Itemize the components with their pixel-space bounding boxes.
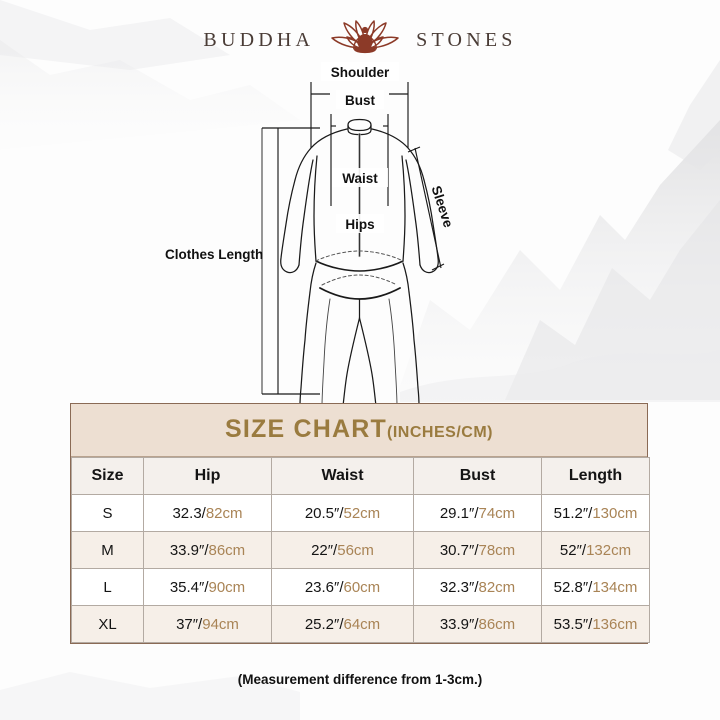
table-row: XL 37″/94cm 25.2″/64cm 33.9″/86cm 53.5″/… (71, 605, 650, 643)
cell-hip: 37″/94cm (143, 605, 272, 643)
brand-word-left: BUDDHA (203, 28, 315, 51)
cell-length: 53.5″/136cm (541, 605, 650, 643)
brand-word-right: STONES (416, 28, 517, 51)
table-header-row: Size Hip Waist Bust Length (71, 457, 650, 495)
cell-size: M (71, 531, 144, 569)
cell-length: 51.2″/130cm (541, 494, 650, 532)
table-row: S 32.3/82cm 20.5″/52cm 29.1″/74cm 51.2″/… (71, 494, 650, 532)
table-row: L 35.4″/90cm 23.6″/60cm 32.3″/82cm 52.8″… (71, 568, 650, 606)
body-measurement-diagram: Shoulder Bust Waist Hips Sleeve Clothes … (0, 56, 720, 406)
cell-bust: 33.9″/86cm (413, 605, 542, 643)
cell-hip: 35.4″/90cm (143, 568, 272, 606)
cell-waist: 25.2″/64cm (271, 605, 414, 643)
cell-bust: 32.3″/82cm (413, 568, 542, 606)
size-chart-title-unit: (INCHES/CM) (387, 424, 493, 441)
table-row: M 33.9″/86cm 22″/56cm 30.7″/78cm 52″/132… (71, 531, 650, 569)
size-chart-table: SIZE CHART(INCHES/CM) Size Hip Waist Bus… (70, 403, 650, 644)
cell-hip: 32.3/82cm (143, 494, 272, 532)
cell-length: 52.8″/134cm (541, 568, 650, 606)
measurement-footnote: (Measurement difference from 1-3cm.) (237, 672, 483, 687)
size-chart-title: SIZE CHART(INCHES/CM) (71, 404, 647, 457)
cell-waist: 23.6″/60cm (271, 568, 414, 606)
cell-size: XL (71, 605, 144, 643)
cell-size: S (71, 494, 144, 532)
column-header-hip: Hip (143, 457, 272, 495)
lotus-meditation-logo-icon (331, 20, 399, 54)
diagram-label-shoulder: Shoulder (331, 65, 390, 80)
cell-waist: 22″/56cm (271, 531, 414, 569)
cell-hip: 33.9″/86cm (143, 531, 272, 569)
cell-bust: 30.7″/78cm (413, 531, 542, 569)
diagram-label-waist: Waist (342, 171, 378, 186)
cell-size: L (71, 568, 144, 606)
diagram-label-hips: Hips (345, 217, 374, 232)
size-chart-title-main: SIZE CHART (225, 415, 388, 443)
column-header-bust: Bust (413, 457, 542, 495)
diagram-label-bust: Bust (345, 93, 376, 108)
cell-length: 52″/132cm (541, 531, 650, 569)
diagram-label-clothes-length: Clothes Length (165, 247, 263, 262)
cell-waist: 20.5″/52cm (271, 494, 414, 532)
column-header-size: Size (71, 457, 144, 495)
column-header-length: Length (541, 457, 650, 495)
measurements-table: Size Hip Waist Bust Length S 32.3/82cm 2… (71, 457, 650, 643)
brand-logo: BUDDHA STONES (0, 16, 720, 64)
column-header-waist: Waist (271, 457, 414, 495)
cell-bust: 29.1″/74cm (413, 494, 542, 532)
